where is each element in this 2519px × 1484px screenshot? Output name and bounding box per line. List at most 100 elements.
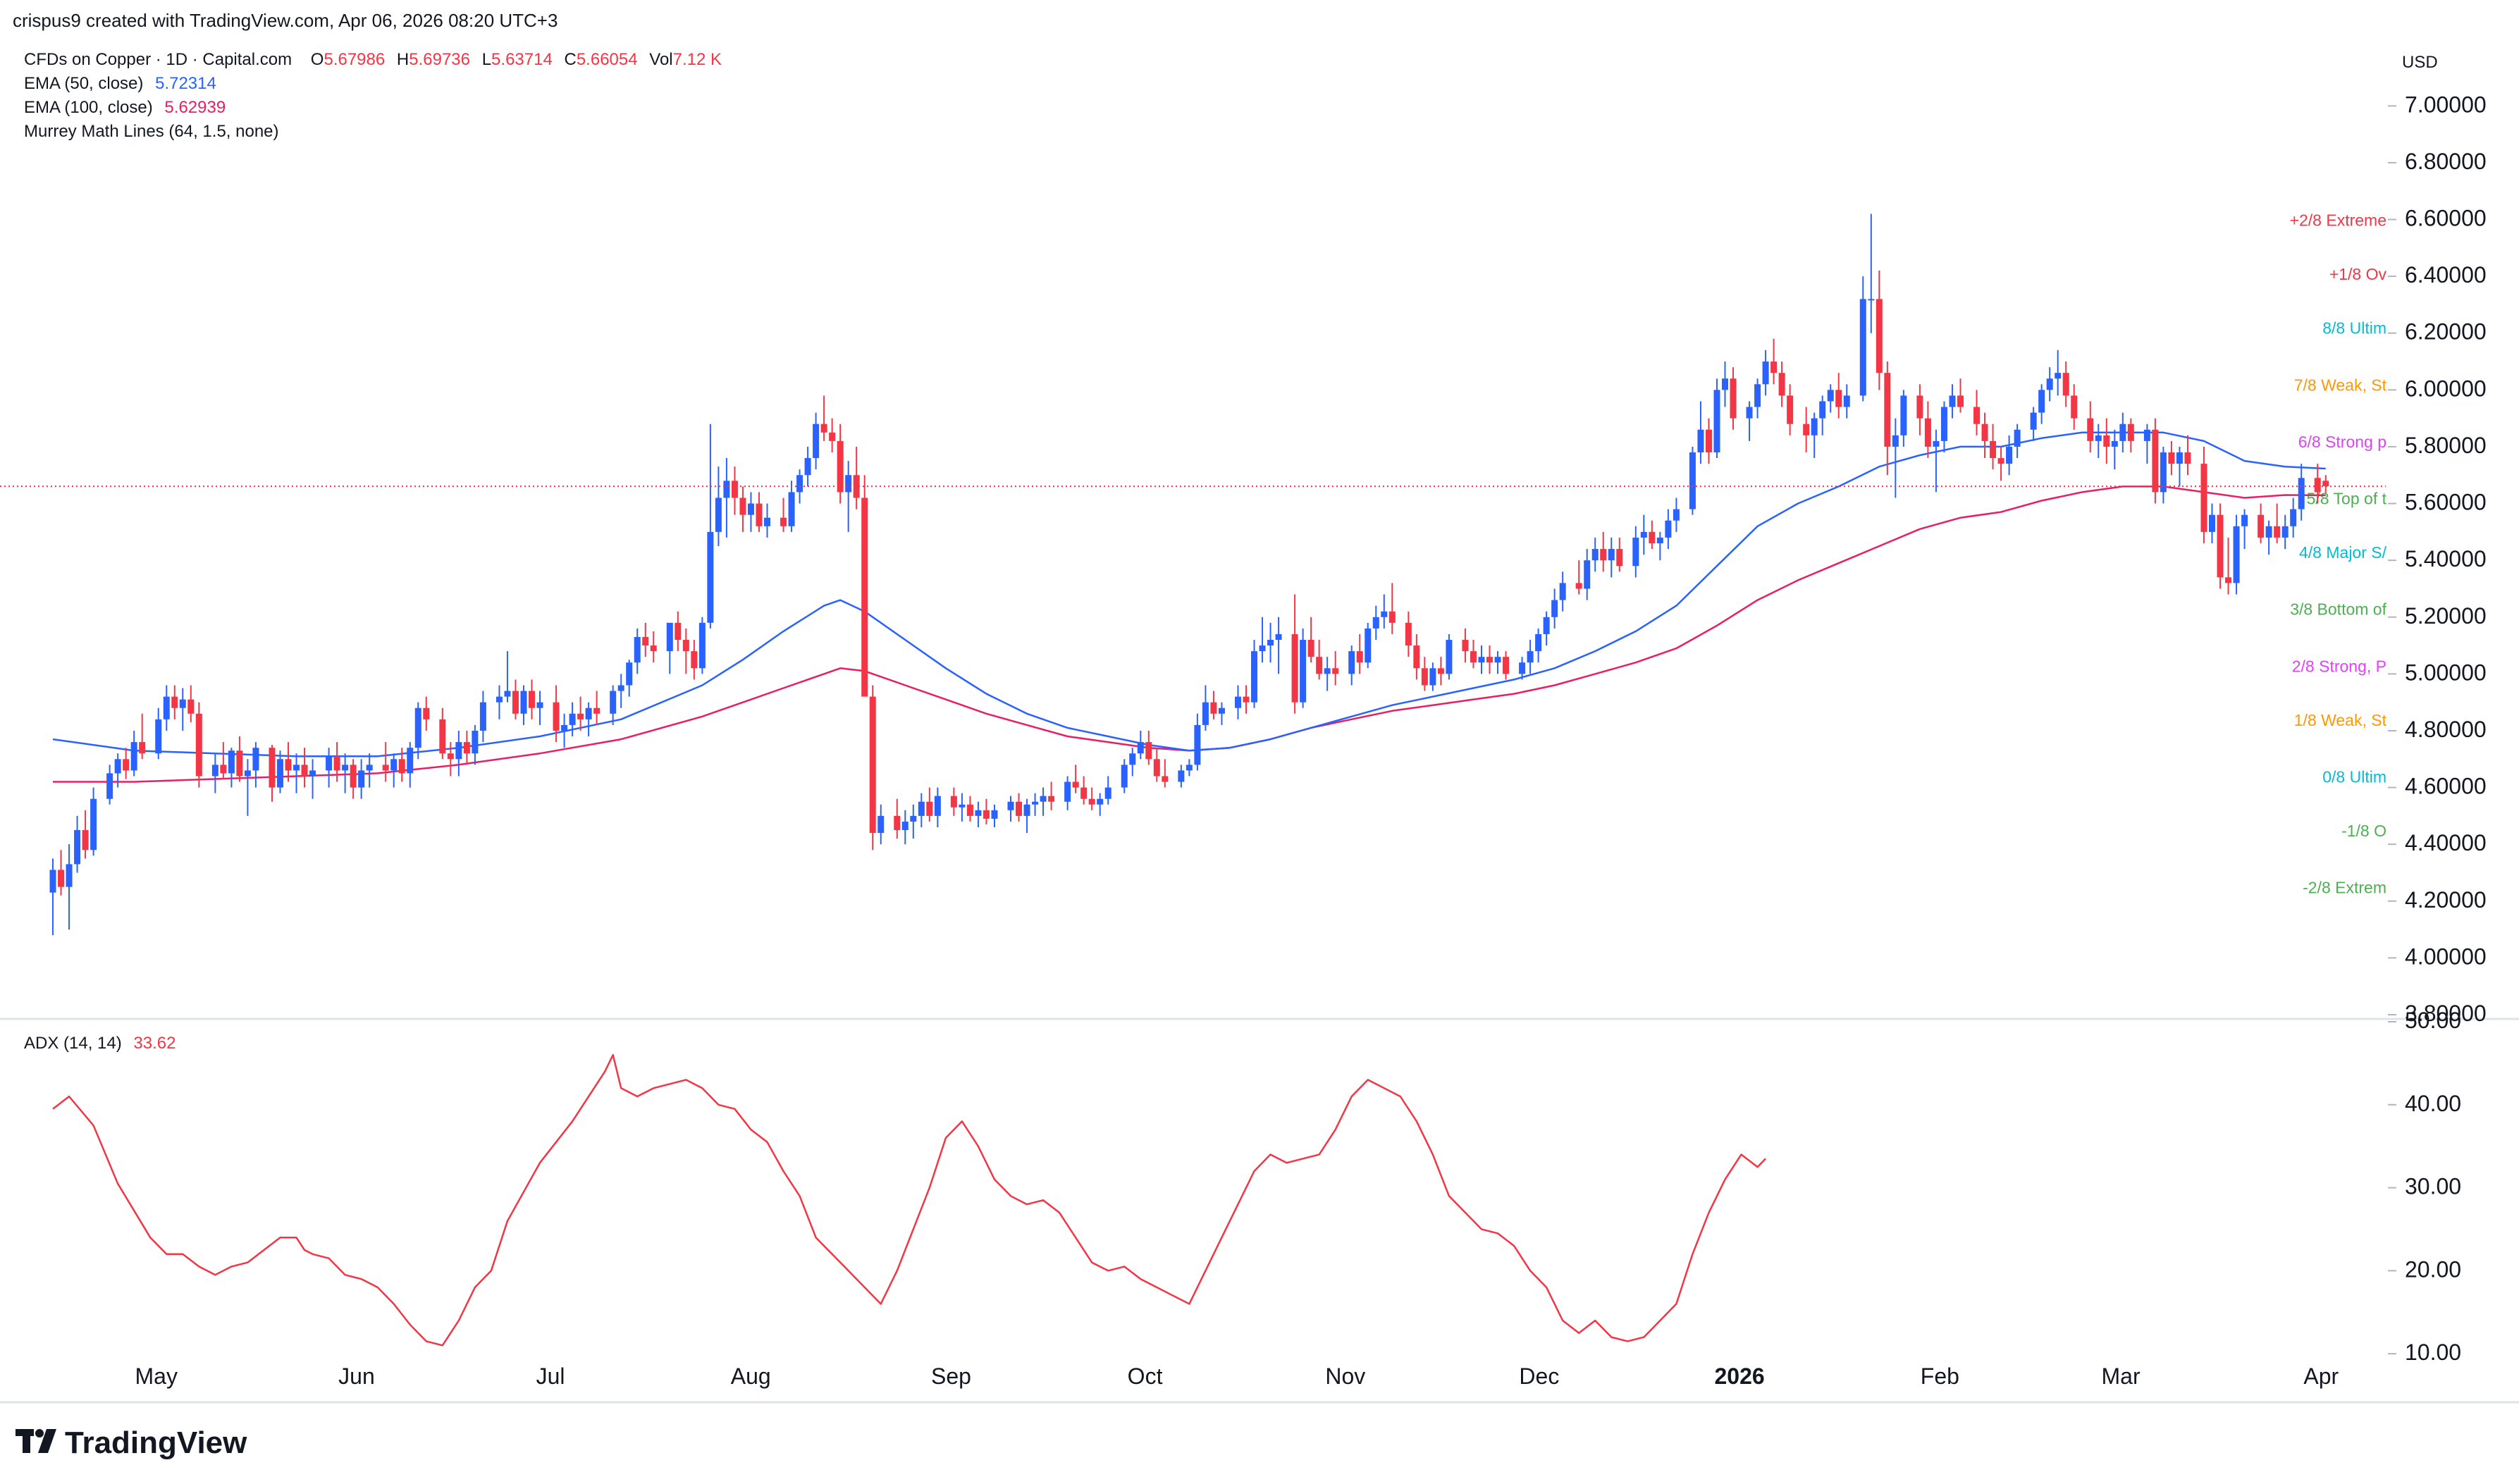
candle-body — [569, 713, 576, 725]
candle-body — [1559, 583, 1566, 600]
candle-body — [90, 798, 97, 851]
candle-body — [1372, 617, 1379, 629]
candle-body — [675, 622, 682, 640]
candle-body — [2314, 478, 2321, 493]
candle-body — [74, 830, 81, 865]
candle-body — [1649, 531, 1656, 543]
candle-body — [1153, 759, 1160, 777]
candle-body — [2298, 478, 2305, 509]
candle-body — [1462, 640, 1469, 652]
adx-tick-label: 50.00 — [2405, 1008, 2461, 1033]
candle-body — [723, 481, 730, 498]
candle-body — [293, 765, 300, 771]
candle-body — [2014, 429, 2021, 447]
candle-body — [1072, 781, 1079, 788]
candle-body — [1787, 395, 1794, 424]
candles-layer — [49, 214, 2329, 936]
candle-body — [333, 756, 340, 771]
tradingview-logo-icon — [16, 1429, 56, 1453]
legend-ema50-value: 5.72314 — [155, 74, 216, 93]
legend-ema100: EMA (100, close) 5.62939 — [24, 98, 226, 117]
candle-body — [813, 423, 820, 459]
candle-body — [1259, 645, 1266, 652]
price-tick-label: 7.00000 — [2405, 92, 2487, 117]
candle-body — [1267, 640, 1274, 646]
candle-body — [1429, 668, 1436, 686]
candle-body — [1973, 407, 1981, 424]
price-tick-label: 5.00000 — [2405, 660, 2487, 685]
candle-body — [163, 696, 170, 719]
murrey-label: 2/8 Strong, P — [2292, 657, 2386, 675]
candle-body — [1705, 429, 1712, 452]
candle-body — [1104, 787, 1111, 799]
price-tick-label: 5.60000 — [2405, 490, 2487, 515]
candle-body — [1016, 801, 1023, 816]
candle-body — [2046, 378, 2053, 390]
candle-body — [1332, 668, 1339, 674]
price-tick-label: 4.20000 — [2405, 887, 2487, 913]
currency-label: USD — [2402, 53, 2438, 72]
candle-body — [1307, 640, 1314, 657]
candle-body — [2038, 390, 2045, 413]
candle-body — [983, 810, 990, 819]
legend-o-value: 5.67986 — [324, 50, 385, 69]
candle-body — [715, 497, 722, 532]
candle-body — [423, 707, 430, 719]
price-tick-label: 6.20000 — [2405, 319, 2487, 345]
candle-body — [707, 531, 714, 623]
candle-body — [634, 636, 641, 663]
candle-body — [269, 748, 276, 788]
murrey-label: 8/8 Ultim — [2322, 319, 2386, 338]
legend-vol-label: Vol — [649, 50, 672, 69]
candle-body — [1324, 668, 1331, 674]
candle-body — [691, 651, 698, 669]
price-tick-label: 6.00000 — [2405, 376, 2487, 401]
candle-body — [463, 742, 470, 754]
candle-body — [934, 796, 941, 816]
adx-tick-label: 40.00 — [2405, 1091, 2461, 1116]
candle-body — [1470, 651, 1477, 663]
candle-body — [1365, 628, 1372, 663]
candle-body — [495, 696, 503, 703]
candle-body — [1048, 796, 1055, 802]
candle-body — [2087, 418, 2094, 441]
candle-body — [1616, 549, 1623, 567]
candle-body — [414, 707, 421, 748]
candle-body — [1032, 801, 1039, 805]
candle-body — [577, 713, 584, 719]
legend-c-label: C — [564, 50, 576, 69]
candle-body — [512, 691, 519, 714]
candle-body — [1575, 583, 1582, 589]
candle-body — [1957, 395, 1964, 407]
candle-body — [1746, 407, 1753, 419]
candle-body — [959, 804, 966, 808]
candle-body — [1933, 440, 1940, 447]
candle-body — [2241, 514, 2248, 526]
price-tick-label: 4.40000 — [2405, 830, 2487, 855]
murrey-label: 7/8 Weak, St — [2294, 376, 2387, 394]
candle-body — [780, 517, 787, 526]
legend-l-label: L — [482, 50, 491, 69]
candle-body — [1234, 696, 1241, 708]
candle-body — [845, 475, 852, 493]
candle-body — [910, 815, 917, 822]
candle-body — [837, 440, 844, 493]
legend-o-label: O — [311, 50, 324, 69]
candle-body — [106, 773, 113, 799]
tradingview-logo: TradingView — [16, 1426, 247, 1460]
legend-ema50: EMA (50, close) 5.72314 — [24, 74, 216, 93]
candle-body — [1202, 702, 1209, 725]
adx-tick-label: 30.00 — [2405, 1174, 2461, 1199]
candle-body — [1316, 657, 1323, 674]
candle-body — [901, 821, 909, 831]
candle-body — [1591, 549, 1599, 561]
candle-body — [123, 759, 130, 771]
candle-body — [1088, 798, 1095, 805]
candle-body — [439, 719, 446, 754]
time-tick-label: Nov — [1325, 1364, 1365, 1389]
time-tick-label: Feb — [1921, 1364, 1959, 1389]
candle-body — [1640, 531, 1647, 538]
candle-body — [82, 830, 89, 851]
candle-body — [739, 497, 746, 515]
legend-adx-label: ADX (14, 14) — [24, 1034, 122, 1053]
